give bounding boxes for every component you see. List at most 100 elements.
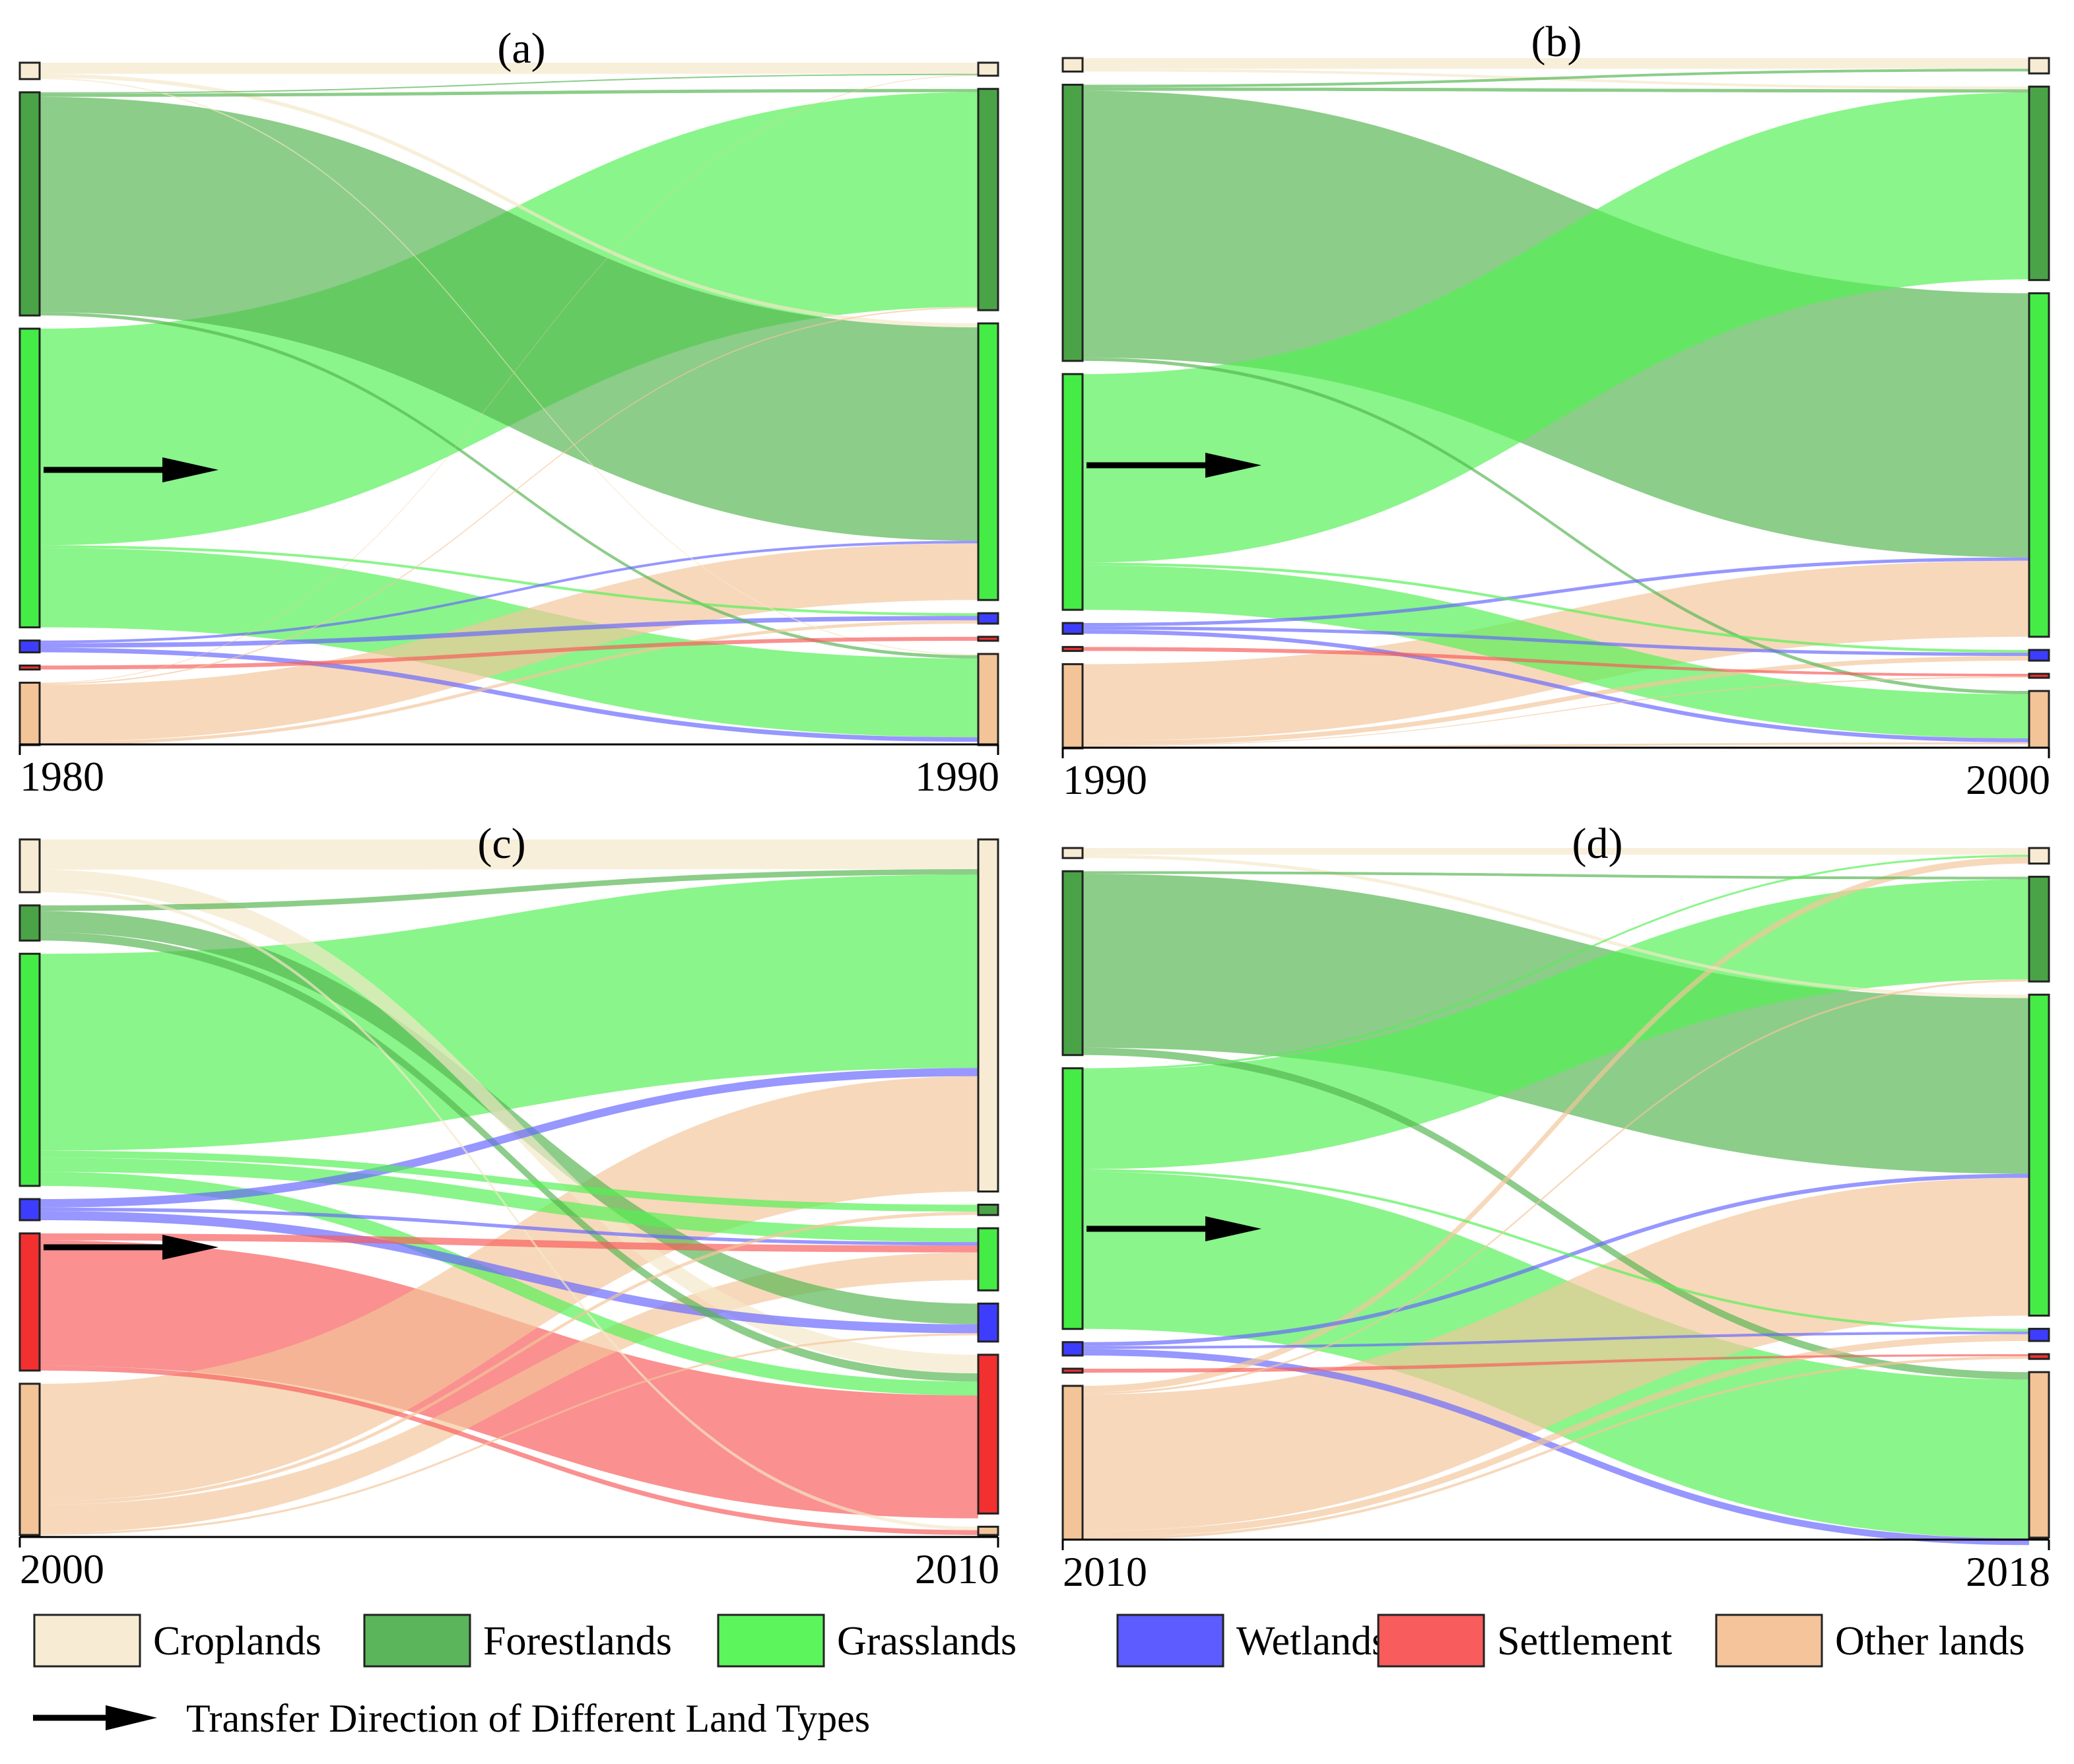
transfer-arrow-icon — [1205, 453, 1261, 478]
flow-other-lands-to-forestlands — [40, 1211, 978, 1505]
year-label-start: 2000 — [20, 1546, 104, 1592]
flow-wetlands-to-other-lands — [40, 647, 978, 742]
nodes — [1061, 57, 2050, 750]
flow-grasslands-to-wetlands — [1083, 1169, 2029, 1332]
right-node-other-lands — [977, 1525, 999, 1536]
left-node-wetlands — [1061, 622, 1084, 635]
right-node-wetlands — [977, 1302, 999, 1343]
flows — [1083, 58, 2029, 748]
right-node-grasslands — [977, 1227, 999, 1291]
left-node-croplands — [18, 61, 41, 81]
legend-arrow-head-icon — [106, 1705, 157, 1730]
left-node-croplands — [1061, 847, 1084, 859]
flow-other-lands-to-forestlands — [40, 307, 978, 685]
left-node-settlement — [18, 1232, 41, 1372]
panel-label: (a) — [497, 24, 545, 73]
sankey-panel-a: 1980 1990 (a) — [18, 24, 999, 800]
flow-other-lands-to-forestlands — [1083, 979, 2029, 1395]
sankey-panel-d: 2010 2018 (d) — [1061, 820, 2050, 1595]
legend-label: Forestlands — [483, 1619, 672, 1664]
legend-item-wetlands: Wetlands — [1116, 1614, 1388, 1668]
nodes — [1061, 847, 2050, 1541]
flow-forestlands-to-forestlands — [1083, 87, 2029, 93]
flow-other-lands-to-grasslands — [1083, 1177, 2029, 1531]
flow-wetlands-to-wetlands — [1083, 1331, 2029, 1349]
flow-wetlands-to-grasslands — [40, 540, 978, 643]
flow-other-lands-to-grasslands — [40, 1252, 978, 1533]
legend-items: Croplands Forestlands Grasslands Wetlands Se… — [33, 1614, 2025, 1668]
right-node-wetlands — [2028, 1328, 2050, 1342]
flow-other-lands-to-wetlands — [1083, 655, 2029, 746]
left-node-wetlands — [18, 1198, 41, 1222]
flow-forestlands-to-croplands — [1083, 69, 2029, 88]
left-node-croplands — [1061, 57, 1084, 73]
right-node-forestlands — [977, 1203, 999, 1216]
flow-settlement-to-settlement — [1083, 647, 2029, 677]
right-node-settlement — [2028, 1353, 2050, 1360]
flow-croplands-to-croplands — [1083, 58, 2029, 69]
transfer-arrow-icon — [162, 1235, 218, 1260]
year-label-end: 1990 — [915, 753, 999, 800]
right-node-other-lands — [2028, 690, 2050, 749]
left-node-wetlands — [1061, 1341, 1084, 1357]
sankey-panels: 1980 1990(a)1990 2000(b)2000 2010(c)2010 201… — [18, 18, 2050, 1595]
legend: Croplands Forestlands Grasslands Wetlands Se… — [33, 1614, 2025, 1740]
right-node-croplands — [977, 838, 999, 1192]
flow-croplands-to-grasslands — [1083, 855, 2029, 998]
nodes — [18, 61, 999, 746]
right-node-croplands — [2028, 57, 2050, 75]
left-node-settlement — [1061, 645, 1084, 652]
flow-grasslands-to-croplands — [40, 874, 978, 1151]
left-node-other-lands — [1061, 1385, 1084, 1541]
flow-other-lands-to-wetlands — [40, 1333, 978, 1535]
flow-grasslands-to-grasslands — [40, 1158, 978, 1243]
nodes — [18, 838, 999, 1536]
left-node-forestlands — [1061, 83, 1084, 362]
flow-other-lands-to-wetlands — [40, 620, 978, 746]
flow-croplands-to-settlement — [40, 869, 978, 1374]
left-node-other-lands — [18, 682, 41, 746]
legend-swatch — [33, 1614, 141, 1668]
year-label-start: 1990 — [1063, 756, 1147, 803]
flow-grasslands-to-other-lands — [1083, 565, 2029, 738]
legend-item-grasslands: Grasslands — [717, 1614, 1017, 1668]
legend-arrow-entry: Transfer Direction of Different Land Typ… — [33, 1697, 870, 1740]
right-node-grasslands — [2028, 292, 2050, 638]
panel-label: (c) — [477, 820, 525, 868]
left-node-wetlands — [18, 639, 41, 654]
flow-croplands-to-croplands — [40, 839, 978, 870]
flow-croplands-to-croplands — [1083, 848, 2029, 855]
flow-wetlands-to-grasslands — [1083, 1173, 2029, 1346]
year-label-end: 2000 — [1966, 756, 2050, 803]
flow-wetlands-to-grasslands — [1083, 557, 2029, 627]
flow-wetlands-to-wetlands — [40, 1211, 978, 1334]
left-node-croplands — [18, 838, 41, 894]
right-node-other-lands — [2028, 1371, 2050, 1539]
legend-label: Other lands — [1835, 1619, 2025, 1664]
left-node-settlement — [1061, 1367, 1084, 1374]
legend-label: Wetlands — [1236, 1619, 1388, 1664]
right-node-settlement — [977, 636, 999, 642]
left-node-grasslands — [18, 327, 41, 629]
transfer-arrow-icon — [1205, 1216, 1261, 1241]
flow-grasslands-to-wetlands — [1083, 562, 2029, 653]
flow-other-lands-to-wetlands — [1083, 1334, 2029, 1538]
legend-item-other-lands: Other lands — [1715, 1614, 2025, 1668]
flow-wetlands-to-croplands — [40, 1068, 978, 1208]
right-node-grasslands — [977, 322, 999, 601]
sankey-panel-b: 1990 2000 (b) — [1061, 18, 2050, 803]
right-node-forestlands — [2028, 876, 2050, 983]
flow-wetlands-to-grasslands — [40, 1207, 978, 1246]
flow-croplands-to-croplands — [40, 63, 978, 74]
flow-forestlands-to-grasslands — [40, 96, 978, 541]
legend-item-forestlands: Forestlands — [363, 1614, 672, 1668]
flow-wetlands-to-wetlands — [40, 616, 978, 648]
flow-grasslands-to-forestlands — [1083, 879, 2029, 1169]
flows — [40, 839, 978, 1535]
right-node-wetlands — [977, 612, 999, 625]
legend-item-croplands: Croplands — [33, 1614, 321, 1668]
flow-other-lands-to-croplands — [40, 75, 978, 684]
flow-wetlands-to-wetlands — [1083, 626, 2029, 656]
panel-label: (b) — [1531, 18, 1582, 66]
